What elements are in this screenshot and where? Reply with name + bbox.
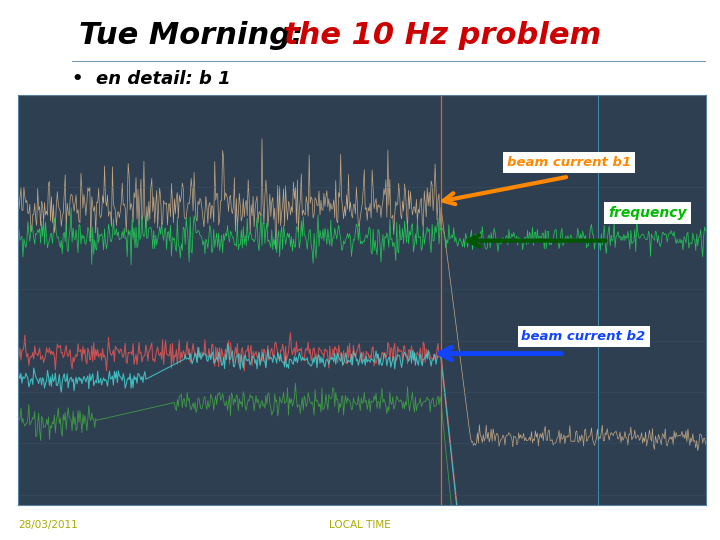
Text: beam current b2: beam current b2 — [521, 330, 646, 343]
Text: LHC 8:30 meeting: LHC 8:30 meeting — [493, 520, 587, 530]
Text: •  en detail: b 1: • en detail: b 1 — [72, 70, 230, 89]
Text: LOCAL TIME: LOCAL TIME — [329, 520, 391, 530]
Text: the 10 Hz problem: the 10 Hz problem — [284, 21, 602, 50]
Text: Tue Morning:: Tue Morning: — [79, 21, 314, 50]
Text: beam current b1: beam current b1 — [507, 156, 631, 169]
Text: 28/03/2011: 28/03/2011 — [18, 520, 78, 530]
Text: frequency: frequency — [608, 206, 687, 220]
